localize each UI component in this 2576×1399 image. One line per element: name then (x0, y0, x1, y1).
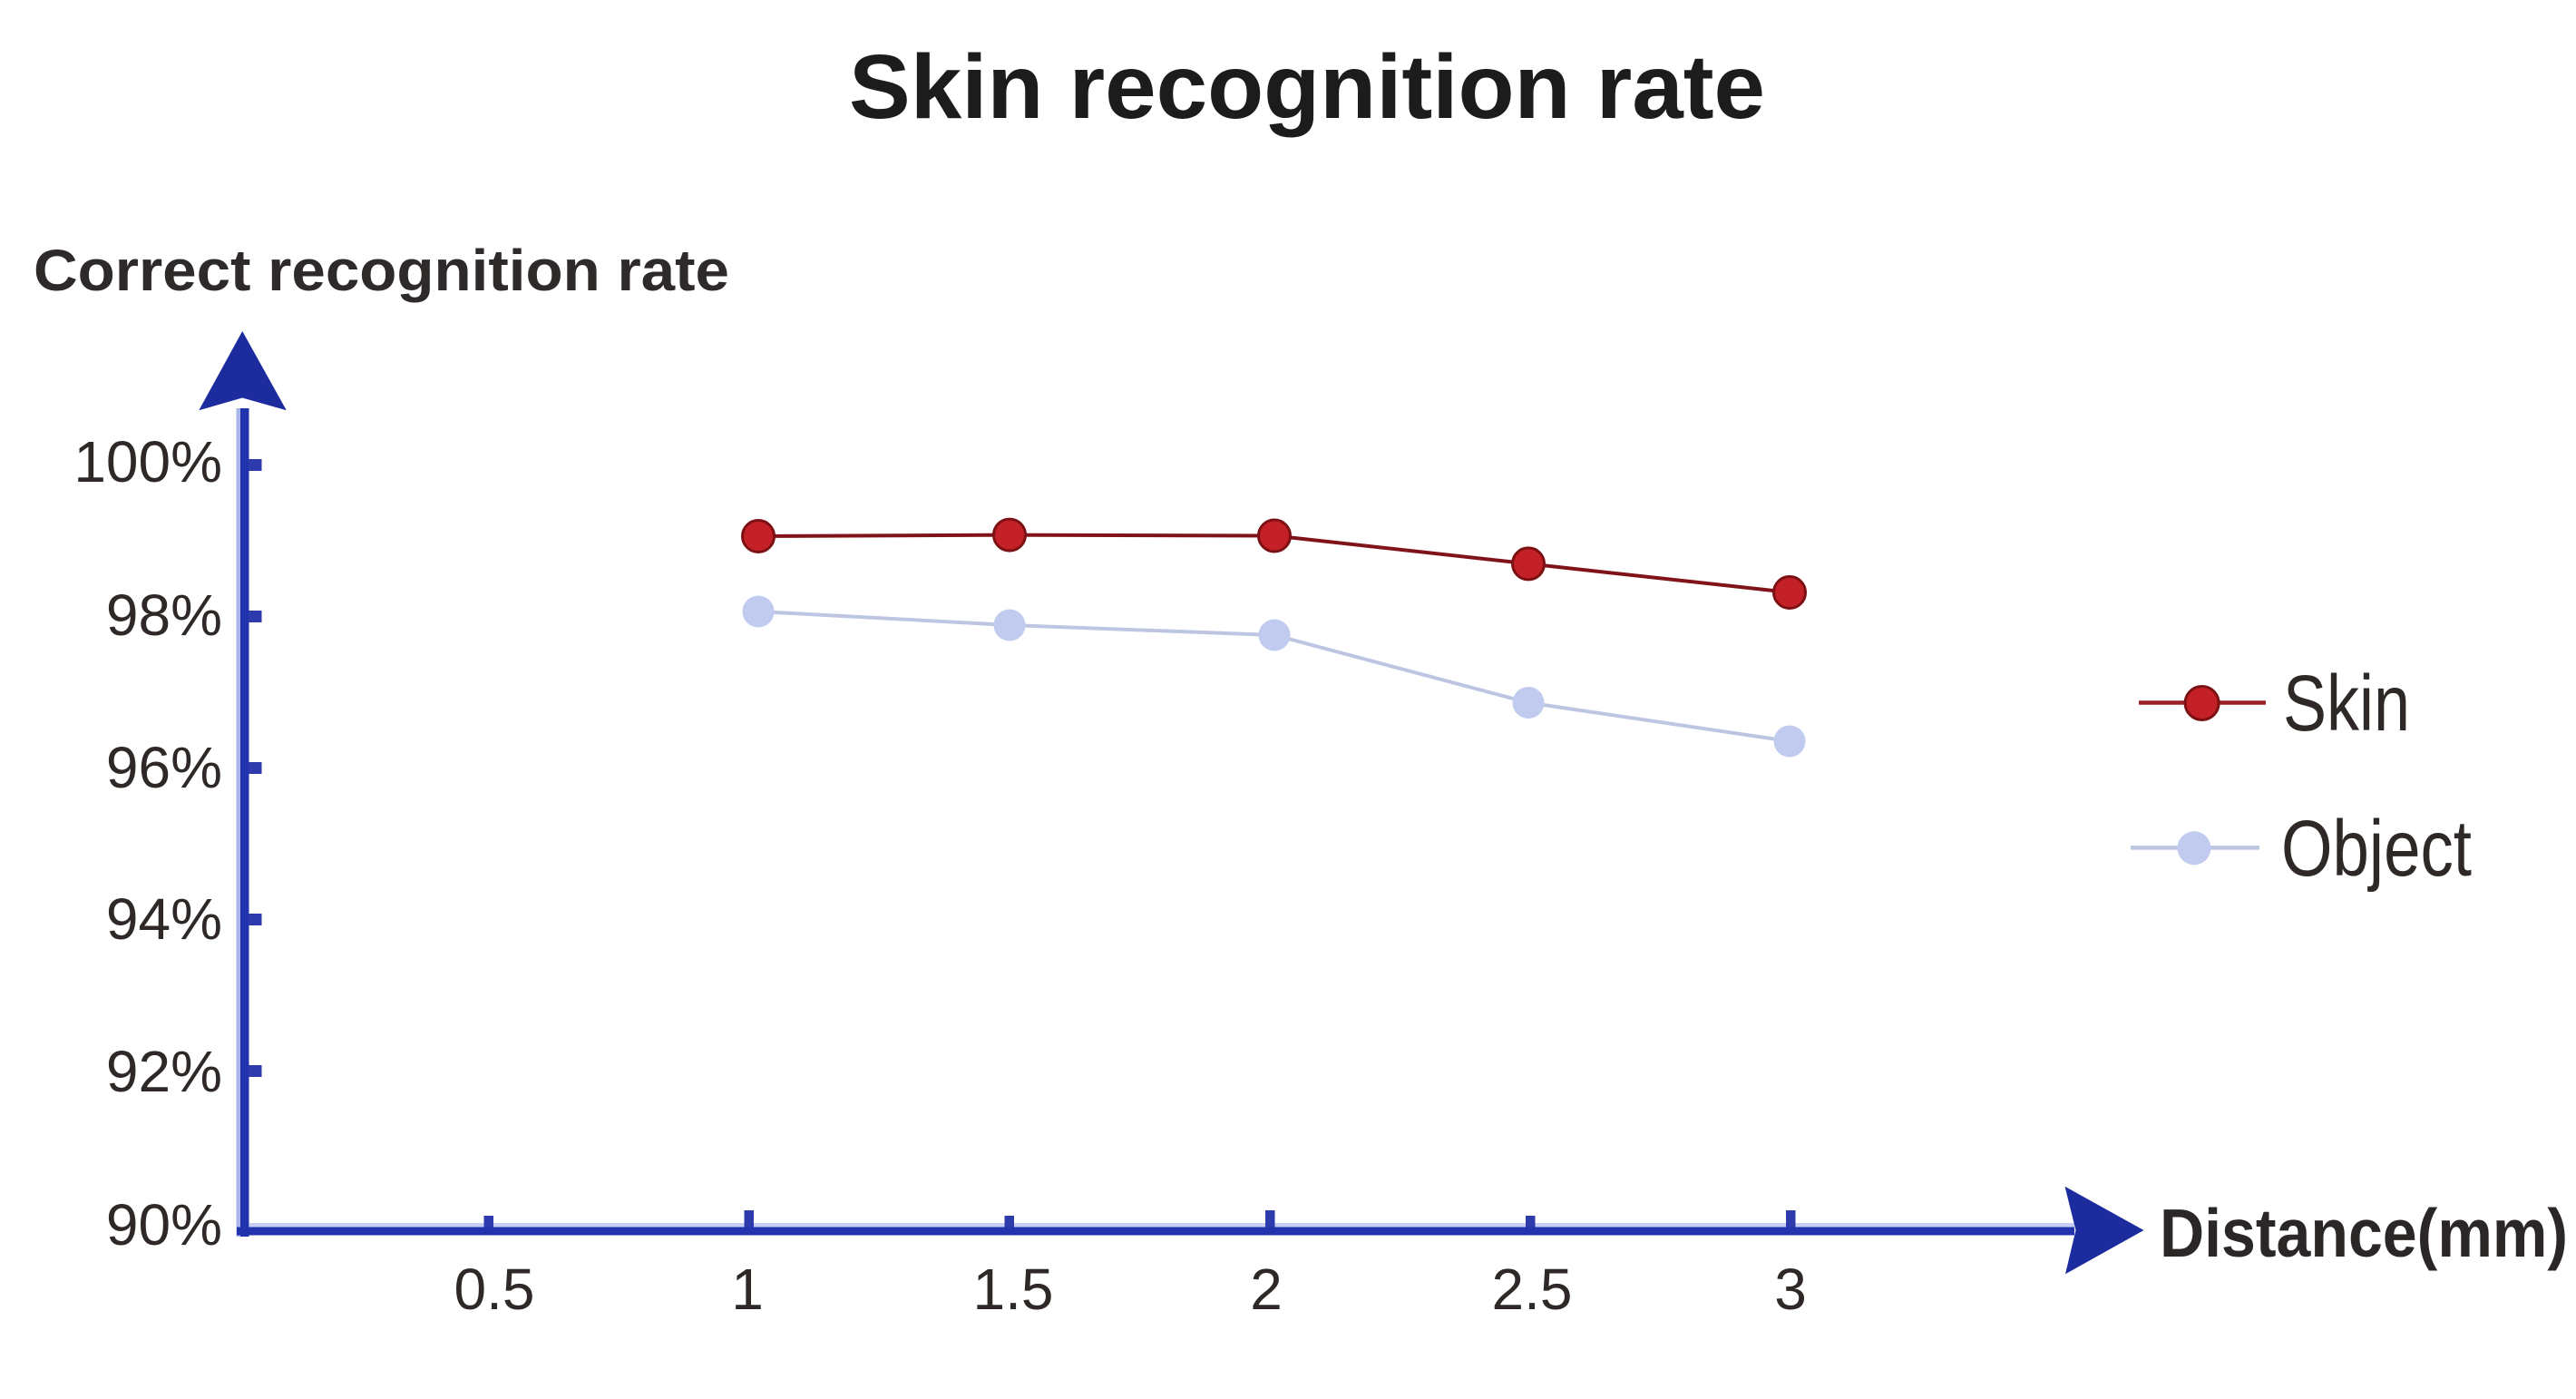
svg-text:96%: 96% (106, 735, 222, 800)
svg-text:1: 1 (731, 1257, 764, 1322)
svg-text:2: 2 (1250, 1257, 1283, 1322)
svg-text:98%: 98% (106, 582, 222, 648)
svg-text:1.5: 1.5 (973, 1257, 1054, 1322)
svg-text:90%: 90% (106, 1192, 222, 1257)
svg-text:Skin recognition rate: Skin recognition rate (849, 36, 1765, 138)
svg-text:0.5: 0.5 (454, 1257, 535, 1322)
svg-text:94%: 94% (106, 886, 222, 952)
svg-text:92%: 92% (106, 1039, 222, 1104)
svg-text:Object: Object (2281, 805, 2472, 893)
svg-text:Distance(mm): Distance(mm) (2160, 1195, 2568, 1271)
svg-text:2.5: 2.5 (1492, 1257, 1573, 1322)
svg-text:Correct recognition rate: Correct recognition rate (34, 238, 729, 303)
svg-text:3: 3 (1774, 1257, 1807, 1322)
svg-text:100%: 100% (73, 429, 222, 494)
svg-text:Skin: Skin (2283, 660, 2410, 748)
